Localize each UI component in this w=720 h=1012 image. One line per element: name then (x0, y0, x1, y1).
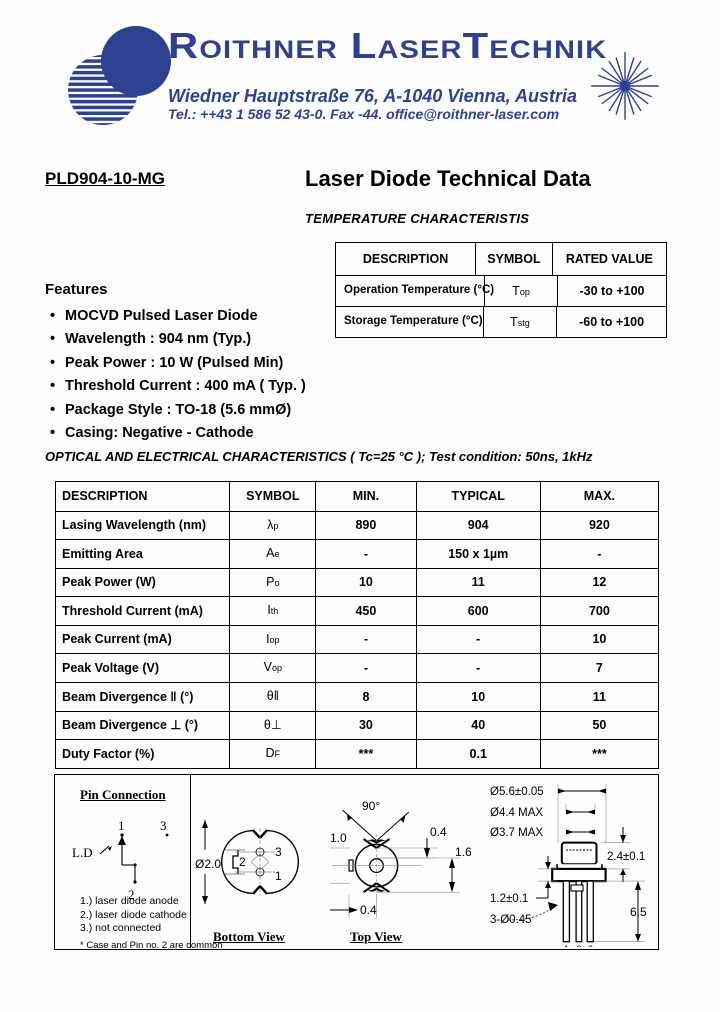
svg-text:2: 2 (239, 855, 246, 869)
svg-text:6.5: 6.5 (630, 905, 647, 919)
svg-text:3: 3 (160, 818, 167, 833)
svg-text:1.2±0.1: 1.2±0.1 (490, 893, 528, 905)
svg-text:Ø4.4 MAX: Ø4.4 MAX (490, 807, 543, 819)
svg-text:1.6: 1.6 (455, 845, 472, 859)
svg-text:90°: 90° (362, 799, 380, 813)
svg-text:0.4: 0.4 (430, 825, 447, 839)
svg-text:L.D: L.D (72, 845, 93, 860)
svg-text:3: 3 (275, 845, 282, 859)
svg-text:Ø5.6±0.05: Ø5.6±0.05 (490, 786, 544, 798)
svg-text:3-Ø0.45: 3-Ø0.45 (490, 914, 532, 926)
svg-text:0.4: 0.4 (360, 903, 377, 917)
svg-text:2: 2 (577, 944, 582, 947)
svg-text:Ø2.0: Ø2.0 (195, 857, 221, 871)
svg-text:1: 1 (564, 944, 569, 947)
svg-text:2.4±0.1: 2.4±0.1 (607, 851, 645, 863)
svg-text:3: 3 (588, 944, 593, 947)
svg-text:1: 1 (275, 869, 282, 883)
svg-text:1: 1 (118, 818, 125, 833)
svg-text:1.0: 1.0 (330, 831, 347, 845)
svg-text:Ø3.7 MAX: Ø3.7 MAX (490, 827, 543, 839)
